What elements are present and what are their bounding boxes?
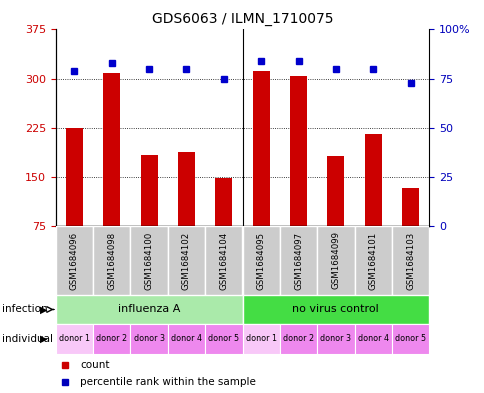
- Text: GSM1684096: GSM1684096: [70, 231, 79, 290]
- Bar: [93, 324, 130, 354]
- Bar: [242, 295, 428, 324]
- Text: donor 4: donor 4: [357, 334, 388, 343]
- Bar: [391, 324, 428, 354]
- Text: donor 5: donor 5: [394, 334, 425, 343]
- Text: GSM1684099: GSM1684099: [331, 231, 340, 290]
- Bar: [317, 226, 354, 295]
- Text: donor 5: donor 5: [208, 334, 239, 343]
- Text: donor 4: donor 4: [171, 334, 201, 343]
- Text: GSM1684102: GSM1684102: [182, 231, 191, 290]
- Bar: [178, 152, 195, 226]
- Text: ▶: ▶: [40, 305, 47, 314]
- Bar: [354, 324, 391, 354]
- Text: percentile rank within the sample: percentile rank within the sample: [80, 377, 256, 387]
- Text: no virus control: no virus control: [292, 305, 378, 314]
- Text: count: count: [80, 360, 109, 370]
- Bar: [364, 134, 381, 226]
- Text: ▶: ▶: [40, 334, 47, 344]
- Text: donor 2: donor 2: [282, 334, 314, 343]
- Bar: [140, 154, 157, 226]
- Text: GSM1684101: GSM1684101: [368, 231, 377, 290]
- Text: GSM1684100: GSM1684100: [144, 231, 153, 290]
- Bar: [205, 226, 242, 295]
- Text: donor 1: donor 1: [59, 334, 90, 343]
- Title: GDS6063 / ILMN_1710075: GDS6063 / ILMN_1710075: [151, 12, 333, 26]
- Bar: [327, 156, 344, 226]
- Bar: [103, 73, 120, 226]
- Bar: [401, 188, 418, 226]
- Bar: [391, 226, 428, 295]
- Bar: [167, 324, 205, 354]
- Bar: [215, 178, 232, 226]
- Text: GSM1684095: GSM1684095: [256, 231, 265, 290]
- Text: donor 1: donor 1: [245, 334, 276, 343]
- Bar: [130, 324, 167, 354]
- Bar: [205, 324, 242, 354]
- Bar: [56, 324, 93, 354]
- Bar: [279, 226, 317, 295]
- Text: infection: infection: [2, 305, 48, 314]
- Bar: [93, 226, 130, 295]
- Bar: [56, 226, 93, 295]
- Bar: [242, 324, 279, 354]
- Text: GSM1684104: GSM1684104: [219, 231, 228, 290]
- Bar: [252, 71, 269, 226]
- Text: GSM1684103: GSM1684103: [405, 231, 414, 290]
- Bar: [130, 226, 167, 295]
- Bar: [289, 76, 306, 226]
- Bar: [354, 226, 391, 295]
- Bar: [242, 226, 279, 295]
- Text: GSM1684097: GSM1684097: [293, 231, 302, 290]
- Bar: [56, 295, 242, 324]
- Text: donor 3: donor 3: [134, 334, 164, 343]
- Text: influenza A: influenza A: [118, 305, 180, 314]
- Bar: [167, 226, 205, 295]
- Text: individual: individual: [2, 334, 53, 344]
- Bar: [279, 324, 317, 354]
- Bar: [66, 129, 83, 226]
- Text: donor 3: donor 3: [320, 334, 350, 343]
- Text: GSM1684098: GSM1684098: [107, 231, 116, 290]
- Bar: [317, 324, 354, 354]
- Text: donor 2: donor 2: [96, 334, 127, 343]
